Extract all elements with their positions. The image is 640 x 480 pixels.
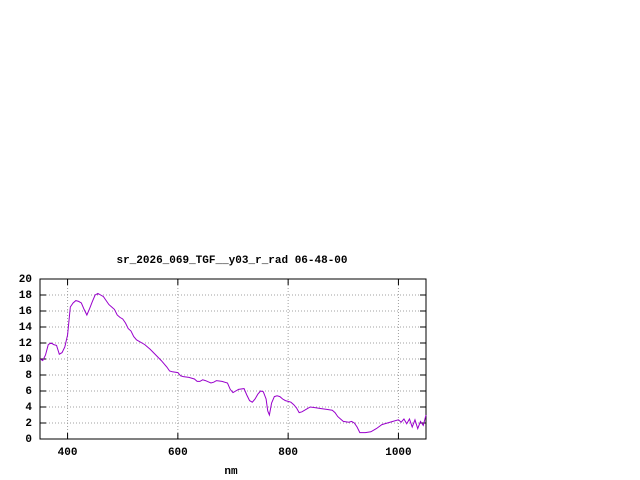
y-tick-label: 4 — [25, 402, 32, 414]
y-tick-label: 0 — [25, 434, 32, 446]
y-tick-label: 18 — [19, 290, 33, 302]
y-tick-label: 16 — [19, 306, 32, 318]
y-tick-label: 2 — [25, 418, 32, 430]
y-tick-label: 12 — [19, 338, 32, 350]
chart-title: sr_2026_069_TGF__y03_r_rad 06-48-00 — [116, 255, 347, 267]
y-tick-label: 8 — [25, 370, 32, 382]
x-tick-label: 400 — [58, 447, 78, 459]
x-axis-label: nm — [224, 466, 238, 478]
y-tick-label: 14 — [19, 322, 33, 334]
x-tick-label: 1000 — [385, 447, 411, 459]
y-tick-label: 20 — [19, 274, 32, 286]
data-line — [39, 292, 427, 434]
y-tick-label: 6 — [25, 386, 32, 398]
y-tick-label: 10 — [19, 354, 32, 366]
x-tick-label: 800 — [278, 447, 298, 459]
x-tick-label: 600 — [168, 447, 188, 459]
